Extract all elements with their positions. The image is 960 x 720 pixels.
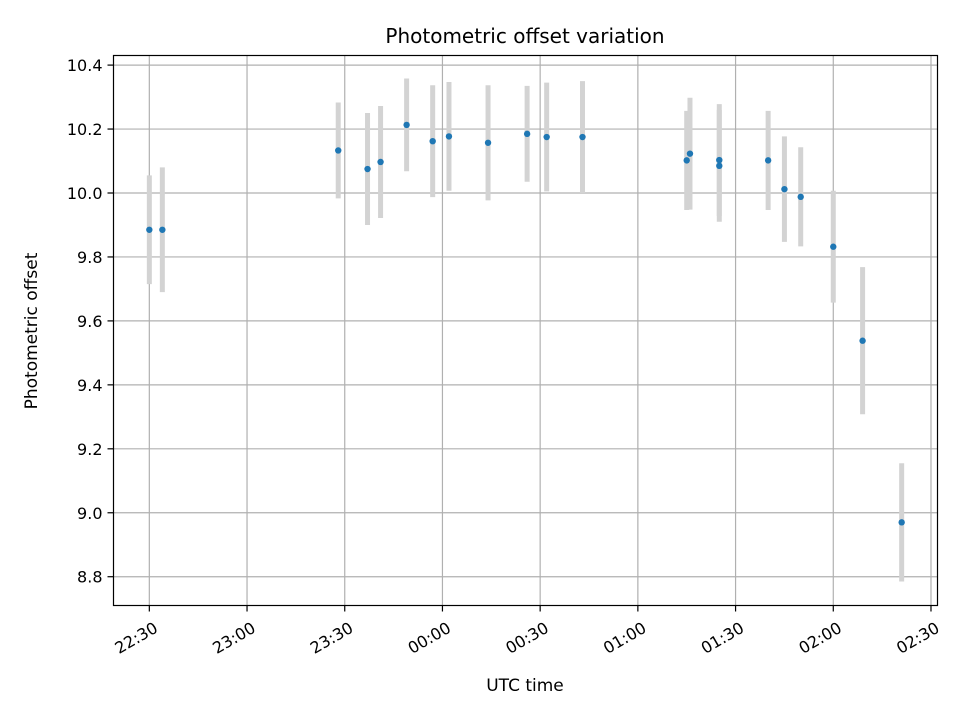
data-point [716, 162, 723, 170]
data-point [523, 130, 531, 138]
y-tick-label: 10.4 [67, 56, 103, 75]
data-points [146, 121, 905, 526]
data-point [364, 165, 371, 173]
data-point [859, 337, 866, 344]
data-point [429, 137, 436, 145]
data-point [830, 243, 837, 250]
y-tick-label: 9.8 [77, 248, 102, 267]
y-tick-label: 10.0 [67, 184, 103, 203]
data-point [335, 147, 342, 154]
y-axis: 8.8 9.0 9.2 9.4 9.6 9.8 10.0 10.2 10.4 [67, 56, 114, 587]
data-point [445, 133, 453, 140]
data-point [159, 226, 166, 233]
data-point [543, 133, 550, 141]
data-point [146, 226, 153, 233]
data-point [579, 133, 586, 141]
data-point [764, 157, 772, 164]
data-point [797, 193, 804, 201]
data-point [686, 150, 694, 157]
chart-title: Photometric offset variation [385, 24, 664, 48]
data-point [377, 158, 384, 166]
y-tick-label: 9.6 [77, 312, 102, 331]
data-point [898, 519, 905, 526]
data-point [683, 157, 690, 164]
data-point [403, 121, 410, 129]
y-axis-title: Photometric offset [22, 252, 42, 409]
data-point [484, 139, 492, 146]
y-tick-label: 10.2 [67, 120, 103, 139]
data-point [716, 156, 723, 164]
y-tick-label: 8.8 [77, 568, 102, 587]
y-tick-label: 9.0 [77, 504, 102, 523]
x-axis-title: UTC time [486, 676, 564, 696]
plot-frame [112, 54, 939, 607]
y-tick-label: 9.4 [77, 376, 102, 395]
y-tick-label: 9.2 [77, 440, 102, 459]
data-point [781, 185, 788, 193]
